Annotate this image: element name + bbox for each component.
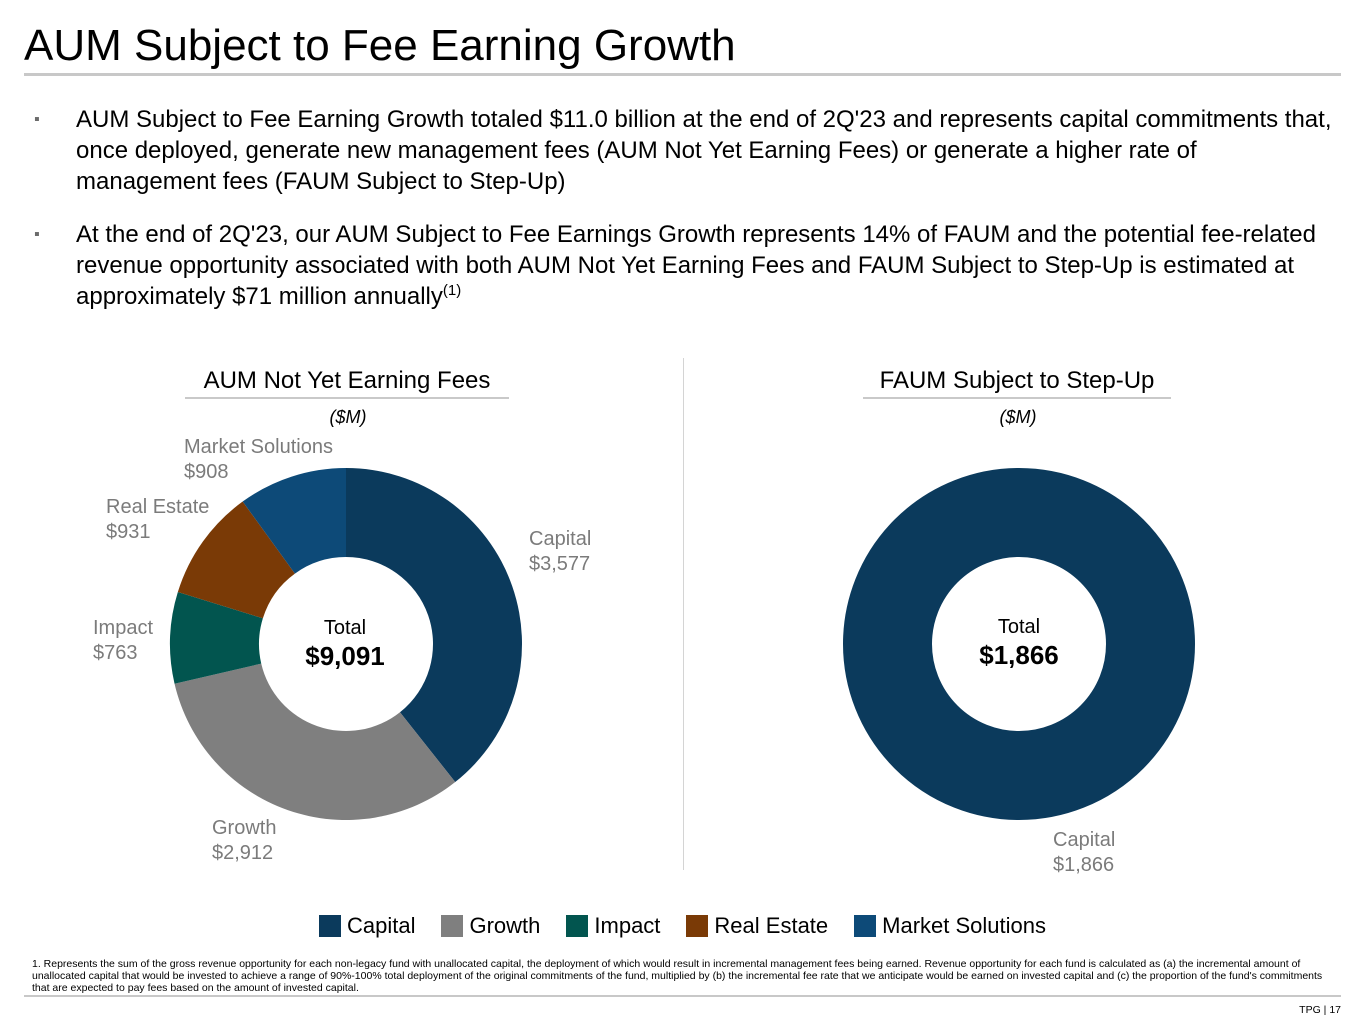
chart-title-underline <box>863 397 1171 399</box>
slice-label-name: Capital <box>1053 829 1116 851</box>
page-title: AUM Subject to Fee Earning Growth <box>24 21 736 70</box>
legend-item-real-estate: Real Estate <box>686 912 828 940</box>
title-divider <box>24 73 1341 76</box>
page-number: TPG | 17 <box>1299 1004 1341 1016</box>
donut-chart-aum-not-yet-earning <box>169 468 523 821</box>
legend-item-impact: Impact <box>566 912 660 940</box>
legend-label: Impact <box>594 913 661 938</box>
slice-label-impact: Impact $763 <box>93 616 153 666</box>
slice-label-value: $2,912 <box>212 842 274 864</box>
donut-slice-capital <box>346 468 523 783</box>
slice-label-name: Real Estate <box>106 496 210 518</box>
bullet-marker: ▪ <box>34 111 40 128</box>
slice-label-value: $3,577 <box>529 553 591 575</box>
chart-unit-label: ($M) <box>999 407 1037 427</box>
legend-swatch <box>566 915 589 937</box>
donut-center-total: Total $1,866 <box>939 615 1099 671</box>
slice-label-value: $908 <box>184 461 229 483</box>
center-total-label: Total <box>323 617 367 639</box>
legend-label: Capital <box>346 913 416 938</box>
slice-label-name: Market Solutions <box>184 436 333 458</box>
donut-slice-growth <box>174 663 456 821</box>
center-total-value: $9,091 <box>305 641 385 671</box>
bullet-marker: ▪ <box>34 226 40 243</box>
bullet-list: ▪ AUM Subject to Fee Earning Growth tota… <box>34 104 1334 334</box>
slice-label-capital: Capital $1,866 <box>1053 828 1115 878</box>
center-total-value: $1,866 <box>979 640 1059 670</box>
slice-label-name: Capital <box>529 528 592 550</box>
legend-swatch <box>854 915 877 937</box>
donut-center-total: Total $9,091 <box>265 616 425 672</box>
donut-slice-impact <box>169 592 263 684</box>
chart-title-aum-not-yet-earning: AUM Not Yet Earning Fees <box>203 367 491 394</box>
panel-divider <box>683 358 684 870</box>
legend-item-market-solutions: Market Solutions <box>854 912 1046 940</box>
slice-label-growth: Growth $2,912 <box>212 816 276 866</box>
chart-unit-label: ($M) <box>329 407 367 427</box>
slice-label-value: $763 <box>93 642 138 664</box>
slice-label-value: $931 <box>106 521 151 543</box>
slice-label-real-estate: Real Estate $931 <box>106 495 209 545</box>
donut-chart-faum-step-up <box>843 468 1195 820</box>
chart-legend: Capital Growth Impact Real Estate Market… <box>0 912 1365 940</box>
bullet-text: At the end of 2Q'23, our AUM Subject to … <box>76 221 1316 310</box>
slice-label-market-solutions: Market Solutions $908 <box>184 435 333 485</box>
legend-label: Growth <box>469 913 541 938</box>
legend-label: Real Estate <box>714 913 829 938</box>
legend-swatch <box>441 915 464 937</box>
bullet-text: AUM Subject to Fee Earning Growth totale… <box>76 106 1332 195</box>
chart-title-underline <box>185 397 509 399</box>
bullet-item: ▪ AUM Subject to Fee Earning Growth tota… <box>34 104 1334 197</box>
legend-swatch <box>686 915 709 937</box>
slice-label-value: $1,866 <box>1053 854 1115 876</box>
footnote-reference: (1) <box>442 282 462 299</box>
chart-title-faum-step-up: FAUM Subject to Step-Up <box>879 367 1155 394</box>
center-total-label: Total <box>997 616 1041 638</box>
slice-label-name: Growth <box>212 817 277 839</box>
donut-slice-market-solutions <box>242 468 346 574</box>
legend-label: Market Solutions <box>882 913 1047 938</box>
donut-slice-real-estate <box>177 501 295 619</box>
legend-item-growth: Growth <box>441 912 540 940</box>
legend-item-capital: Capital <box>318 912 416 940</box>
footnote: 1. Represents the sum of the gross reven… <box>32 958 1323 994</box>
bullet-item: ▪ At the end of 2Q'23, our AUM Subject t… <box>34 219 1334 312</box>
donut-slice-capital <box>843 468 1195 820</box>
legend-swatch <box>318 915 341 937</box>
slice-label-name: Impact <box>93 617 154 639</box>
footer-divider <box>24 995 1341 997</box>
slice-label-capital: Capital $3,577 <box>529 527 591 577</box>
